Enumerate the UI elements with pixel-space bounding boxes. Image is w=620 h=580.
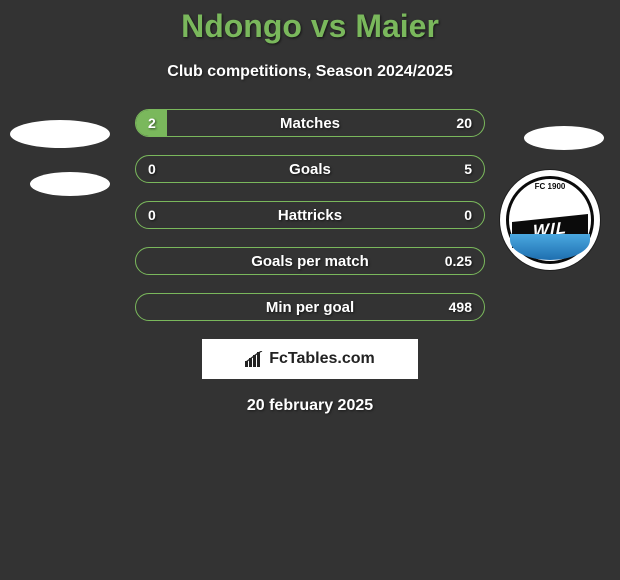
stat-row: 220Matches <box>135 109 485 137</box>
bar-chart-icon <box>245 351 265 367</box>
stat-label: Min per goal <box>136 294 484 320</box>
stat-row: 05Goals <box>135 155 485 183</box>
club-badge: FC 1900 WIL <box>500 170 600 270</box>
stat-row: 498Min per goal <box>135 293 485 321</box>
oval-shape <box>10 120 110 148</box>
stat-label: Hattricks <box>136 202 484 228</box>
stat-label: Matches <box>136 110 484 136</box>
stat-row: 0.25Goals per match <box>135 247 485 275</box>
comparison-rows: 220Matches 05Goals 00Hattricks 0.25Goals pe… <box>135 109 485 321</box>
stat-label: Goals <box>136 156 484 182</box>
brand-box: FcTables.com <box>202 339 418 379</box>
date-text: 20 february 2025 <box>0 397 620 415</box>
oval-shape <box>524 126 604 150</box>
oval-shape <box>30 172 110 196</box>
stat-row: 00Hattricks <box>135 201 485 229</box>
page-title: Ndongo vs Maier <box>0 0 620 45</box>
brand-text: FcTables.com <box>269 350 375 368</box>
subtitle: Club competitions, Season 2024/2025 <box>0 63 620 81</box>
badge-top-text: FC 1900 <box>500 182 600 191</box>
badge-swoosh <box>510 234 590 260</box>
player-left-logo <box>10 120 110 200</box>
stat-label: Goals per match <box>136 248 484 274</box>
